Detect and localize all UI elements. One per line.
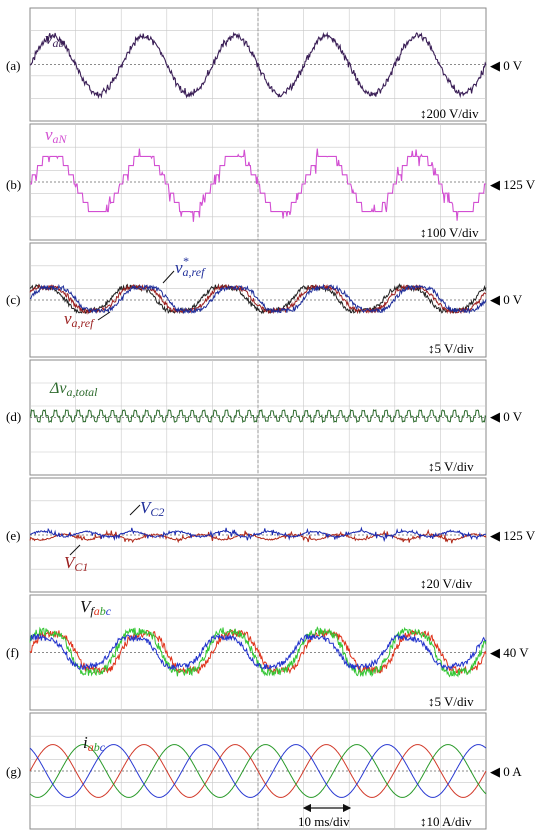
panel-g-trace-ia xyxy=(29,744,487,798)
panel-e-scale-label: ↕20 V/div xyxy=(420,576,473,591)
panel-f-offset-label: ◀ 40 V xyxy=(490,645,529,660)
panel-c-arrow-va-ref xyxy=(97,311,111,321)
panel-g-signal-label: iabc xyxy=(83,733,106,754)
panel-e-arrow-vc1 xyxy=(69,544,81,556)
panel-c-annotation-va-ref: va,ref xyxy=(64,309,95,330)
panel-d-offset-label: ◀ 0 V xyxy=(490,409,523,424)
panel-e-annotation-vc1: VC1 xyxy=(64,553,88,574)
panel-b-signal-label: vaN xyxy=(45,125,68,146)
panel-f: (f) Vfabc ◀ 40 V ↕5 V/div xyxy=(6,594,529,711)
panel-c-arrow-va-ref-star xyxy=(162,270,175,284)
panel-g-offset-label: ◀ 0 A xyxy=(490,764,522,779)
panel-c-offset-label: ◀ 0 V xyxy=(490,292,523,307)
panel-c-label: (c) xyxy=(6,292,20,307)
panel-a-scale-arrow: ↕ xyxy=(420,106,427,121)
panel-b-trace-van xyxy=(30,148,486,222)
panel-d-trace-dva-total xyxy=(29,408,487,424)
panel-g: (g) iabc ◀ 0 A 10 ms/div ↕10 A/div xyxy=(6,712,522,830)
panel-g-label: (g) xyxy=(6,764,21,779)
panel-g-time-label: 10 ms/div xyxy=(298,814,350,829)
panel-b-label: (b) xyxy=(6,177,21,192)
panel-f-trace-vfa xyxy=(29,628,487,676)
panel-d-signal-label: Δva,total xyxy=(49,380,98,399)
panel-g-scale-label: ↕10 A/div xyxy=(420,814,472,829)
panel-e: (e) VC2 VC1 ◀ 125 V ↕20 V/div xyxy=(6,477,536,593)
panel-b-offset-label: ◀ 125 V xyxy=(490,177,536,192)
panel-e-trace-vc2 xyxy=(30,526,486,543)
panel-f-trace-vfb xyxy=(29,626,487,678)
panel-d-scale-label: ↕5 V/div xyxy=(428,459,474,474)
panel-e-label: (e) xyxy=(6,528,20,543)
panel-f-label: (f) xyxy=(6,645,19,660)
panel-c-scale-label: ↕5 V/div xyxy=(428,341,474,356)
panel-a: (a) vab ◀ 0 V ↕200 V/div xyxy=(6,7,523,122)
panel-a-trace-vab xyxy=(29,31,487,100)
panel-f-scale-arrow: ↕ xyxy=(428,694,435,709)
panel-d-label: (d) xyxy=(6,409,21,424)
panel-b-scale-arrow: ↕ xyxy=(420,225,427,240)
panel-e-scale-arrow: ↕ xyxy=(420,576,427,591)
panel-e-annotation-vc2: VC2 xyxy=(140,498,164,519)
panel-a-scale-label: ↕200 V/div xyxy=(420,106,479,121)
panel-b: (b) vaN ◀ 125 V ↕100 V/div xyxy=(6,123,536,241)
panel-e-trace-vc1 xyxy=(29,528,487,544)
panel-d: (d) Δva,total ◀ 0 V ↕5 V/div xyxy=(6,359,523,476)
panel-e-offset-label: ◀ 125 V xyxy=(490,528,536,543)
panel-g-trace-ib xyxy=(29,744,487,798)
panel-g-scale-arrow: ↕ xyxy=(420,814,427,829)
panel-c-scale-arrow: ↕ xyxy=(428,341,435,356)
panel-d-scale-arrow: ↕ xyxy=(428,459,435,474)
panel-g-trace-ic xyxy=(29,744,487,798)
panel-f-scale-label: ↕5 V/div xyxy=(428,694,474,709)
panel-f-trace-vfc xyxy=(30,633,487,672)
panel-e-arrow-vc2 xyxy=(129,504,141,516)
panel-c: (c) v* a,ref va,ref ◀ 0 V ↕5 V/div xyxy=(6,242,523,358)
panel-d-grid xyxy=(30,360,486,475)
panel-a-signal-label: vab xyxy=(45,29,65,50)
panel-a-label: (a) xyxy=(6,58,20,73)
panel-c-annotation-va-ref-star: v* a,ref xyxy=(175,254,206,279)
panel-f-signal-label: Vfabc xyxy=(80,597,112,618)
panel-b-scale-label: ↕100 V/div xyxy=(420,225,479,240)
panel-c-trace-va-ref-star xyxy=(29,283,487,315)
panel-a-offset-label: ◀ 0 V xyxy=(490,58,523,73)
